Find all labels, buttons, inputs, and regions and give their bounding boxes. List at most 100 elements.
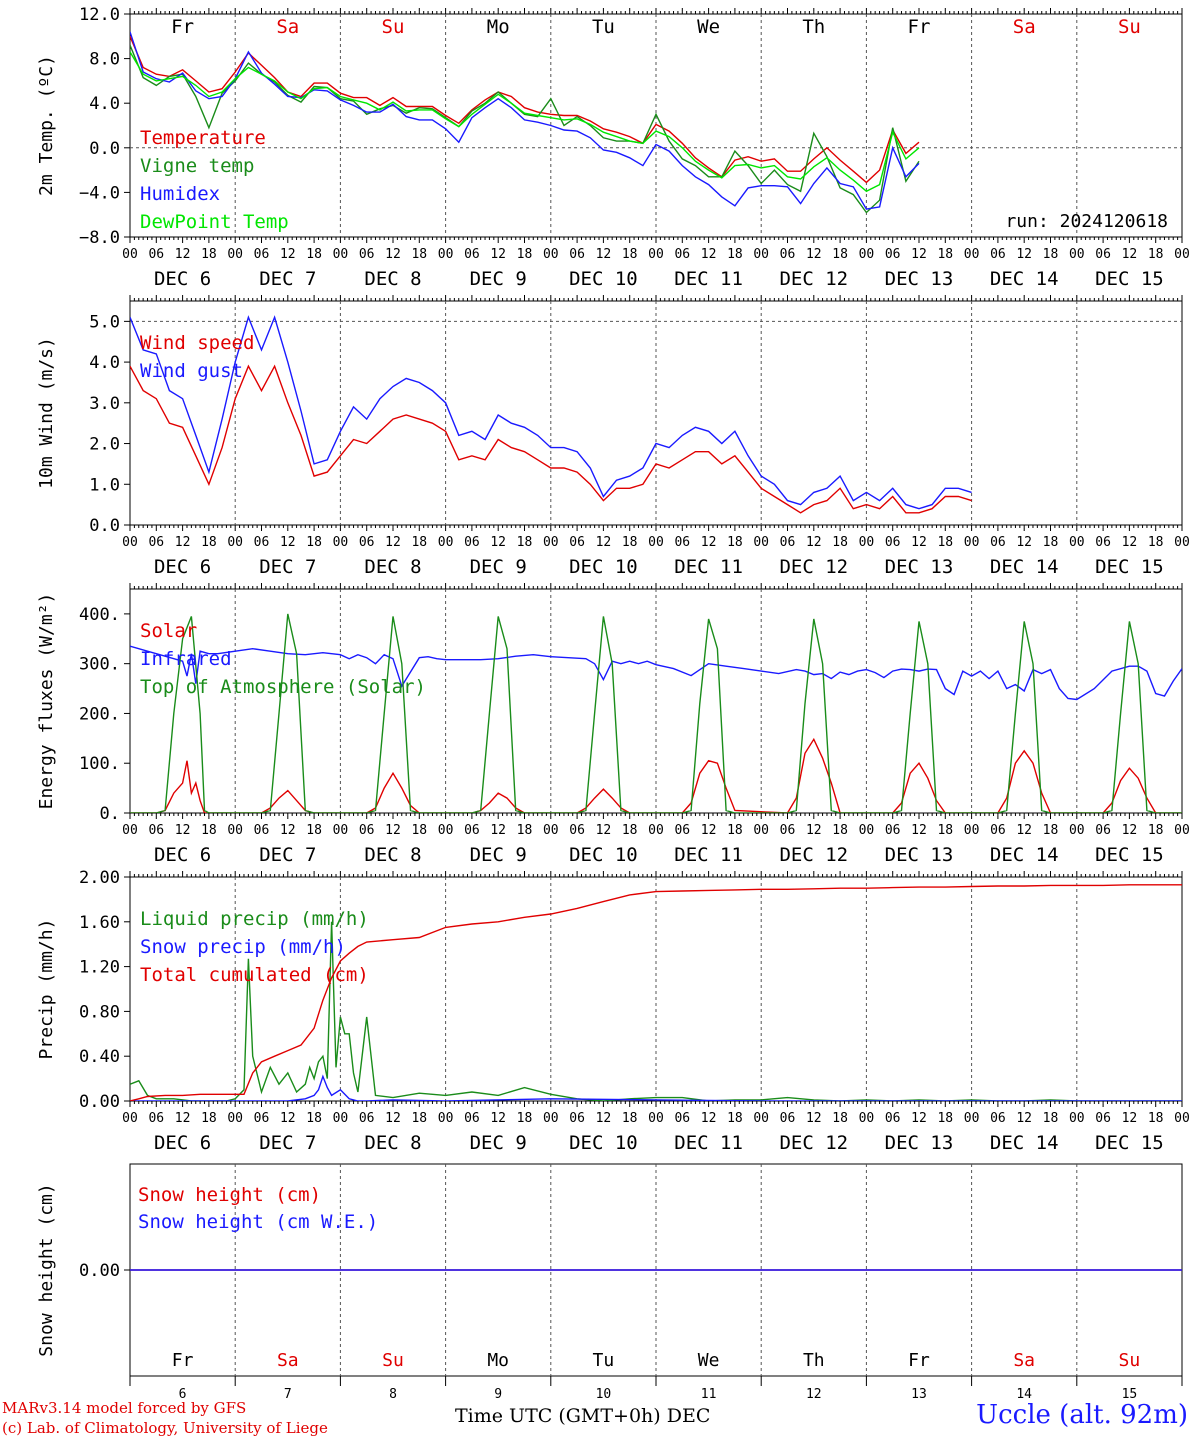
hour-tick-label: 00 xyxy=(333,1111,349,1126)
date-label: DEC 12 xyxy=(779,844,848,866)
y-tick-label: 0.0 xyxy=(89,139,120,159)
hour-tick-label: 18 xyxy=(517,247,533,262)
hour-tick-label: 06 xyxy=(569,535,585,550)
date-label: DEC 6 xyxy=(154,268,211,290)
hour-tick-label: 18 xyxy=(832,535,848,550)
weekday-label: Tu xyxy=(593,1350,615,1371)
weekday-label: Tu xyxy=(592,16,615,38)
hour-tick-label: 12 xyxy=(596,247,612,262)
weekday-label: Su xyxy=(382,16,405,38)
day-number-label: 7 xyxy=(284,1387,292,1402)
legend-entry: Wind gust xyxy=(140,360,243,382)
date-label: DEC 10 xyxy=(569,556,638,578)
hour-tick-label: 06 xyxy=(464,1111,480,1126)
hour-tick-label: 00 xyxy=(859,247,875,262)
weekday-label: Fr xyxy=(908,1350,930,1371)
hour-tick-label: 00 xyxy=(438,247,454,262)
hour-tick-label: 06 xyxy=(780,247,796,262)
hour-tick-label: 00 xyxy=(1174,823,1190,838)
hour-tick-label: 06 xyxy=(254,1111,270,1126)
hour-tick-label: 00 xyxy=(122,1111,138,1126)
hour-tick-label: 00 xyxy=(648,247,664,262)
panel-temperature: −8.0 −4.0 0.0 4.0 8.0 12.0 2m Temp. (ºC) 00 06 12… xyxy=(36,5,1190,290)
hour-tick-label: 18 xyxy=(1148,1111,1164,1126)
hour-tick-label: 06 xyxy=(1095,247,1111,262)
panel-wind: 0.0 1.0 2.0 3.0 4.0 5.0 10m Wind (m/s) 00 06 12 18… xyxy=(36,295,1190,578)
date-label: DEC 15 xyxy=(1095,556,1164,578)
date-label: DEC 13 xyxy=(885,556,954,578)
hour-tick-label: 06 xyxy=(569,823,585,838)
legend-entry: Total cumulated (cm) xyxy=(140,964,369,986)
date-label: DEC 12 xyxy=(779,268,848,290)
hour-tick-label: 00 xyxy=(333,535,349,550)
hour-tick-label: 18 xyxy=(201,1111,217,1126)
series-line-wind-gust xyxy=(130,315,972,510)
hour-tick-label: 06 xyxy=(1095,535,1111,550)
hour-tick-label: 06 xyxy=(990,247,1006,262)
hour-tick-label: 00 xyxy=(227,535,243,550)
hour-tick-label: 06 xyxy=(674,535,690,550)
day-number-label: 8 xyxy=(389,1387,397,1402)
date-label: DEC 6 xyxy=(154,1132,211,1154)
y-tick-label: 1.20 xyxy=(79,958,120,978)
hour-tick-label: 00 xyxy=(753,1111,769,1126)
hour-tick-label: 18 xyxy=(937,247,953,262)
legend-entry: Top of Atmosphere (Solar) xyxy=(140,676,426,698)
hour-tick-label: 06 xyxy=(674,1111,690,1126)
weekday-label: Sa xyxy=(276,16,299,38)
hour-tick-label: 06 xyxy=(990,823,1006,838)
hour-tick-label: 06 xyxy=(464,535,480,550)
hour-tick-label: 00 xyxy=(1174,1111,1190,1126)
series-line-dewpoint-temp xyxy=(130,51,920,193)
hour-tick-label: 18 xyxy=(1043,247,1059,262)
hour-tick-label: 12 xyxy=(1122,535,1138,550)
hour-tick-label: 06 xyxy=(780,1111,796,1126)
hour-tick-label: 00 xyxy=(122,535,138,550)
y-tick-label: 4.0 xyxy=(89,353,120,373)
date-label: DEC 12 xyxy=(779,1132,848,1154)
hour-tick-label: 06 xyxy=(254,823,270,838)
y-tick-label: 0.00 xyxy=(79,1092,120,1112)
series-line-temperature xyxy=(130,36,920,184)
y-tick-label: 0.40 xyxy=(79,1047,120,1067)
hour-tick-label: 18 xyxy=(411,1111,427,1126)
date-label: DEC 11 xyxy=(674,844,743,866)
y-tick-label: 1.0 xyxy=(89,475,120,495)
hour-tick-label: 12 xyxy=(596,1111,612,1126)
y-tick-label: 200. xyxy=(79,704,120,724)
weekday-label: Fr xyxy=(908,16,931,38)
y-tick-label: 4.0 xyxy=(89,94,120,114)
date-label: DEC 15 xyxy=(1095,268,1164,290)
hour-tick-label: 12 xyxy=(280,823,296,838)
hour-tick-label: 00 xyxy=(438,535,454,550)
hour-tick-label: 18 xyxy=(727,823,743,838)
weekday-label: Fr xyxy=(171,16,194,38)
y-axis-label: 10m Wind (m/s) xyxy=(36,337,57,489)
legend-entry: Temperature xyxy=(140,127,266,149)
hour-tick-label: 00 xyxy=(648,823,664,838)
legend-entry: Liquid precip (mm/h) xyxy=(140,908,369,930)
hour-tick-label: 06 xyxy=(780,535,796,550)
date-label: DEC 9 xyxy=(470,268,527,290)
hour-tick-label: 00 xyxy=(859,823,875,838)
hour-tick-label: 06 xyxy=(674,247,690,262)
date-label: DEC 14 xyxy=(990,1132,1059,1154)
hour-tick-label: 06 xyxy=(359,247,375,262)
hour-tick-label: 00 xyxy=(543,823,559,838)
weekday-label: Th xyxy=(802,16,825,38)
hour-tick-label: 18 xyxy=(201,535,217,550)
date-label: DEC 8 xyxy=(364,556,421,578)
hour-tick-label: 18 xyxy=(937,535,953,550)
credit-line-2: (c) Lab. of Climatology, University of L… xyxy=(2,1419,328,1437)
date-label: DEC 9 xyxy=(470,556,527,578)
hour-tick-label: 18 xyxy=(411,823,427,838)
hour-tick-label: 00 xyxy=(859,535,875,550)
hour-tick-label: 12 xyxy=(1016,247,1032,262)
hour-tick-label: 12 xyxy=(490,1111,506,1126)
hour-tick-label: 12 xyxy=(806,1111,822,1126)
hour-tick-label: 00 xyxy=(964,535,980,550)
y-tick-label: 5.0 xyxy=(89,312,120,332)
legend-entry: Snow precip (mm/h) xyxy=(140,936,346,958)
hour-tick-label: 00 xyxy=(227,1111,243,1126)
panel-energy: 0. 100. 200. 300. 400. Energy fluxes (W/m²) 00… xyxy=(36,583,1190,866)
